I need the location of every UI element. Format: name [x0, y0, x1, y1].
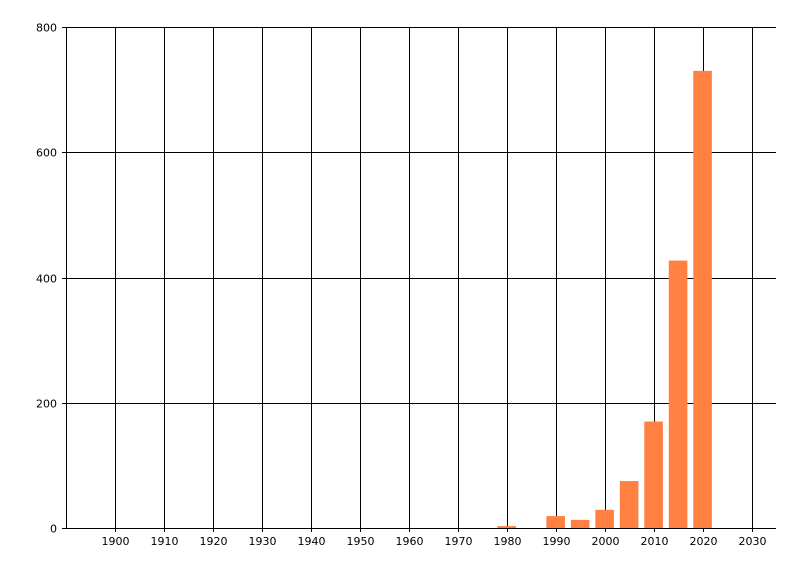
x-tick-label: 1970 [445, 535, 473, 548]
y-tick-label: 400 [36, 273, 57, 286]
x-tick-label: 2010 [641, 535, 669, 548]
bar [546, 516, 565, 528]
x-tick-label: 1990 [543, 535, 571, 548]
bar [497, 526, 516, 528]
y-tick-label: 200 [36, 398, 57, 411]
x-tick-label: 2030 [739, 535, 767, 548]
x-tick-label: 1950 [347, 535, 375, 548]
bar [570, 519, 590, 528]
axes [66, 27, 776, 529]
x-tick-label: 1930 [249, 535, 277, 548]
x-tick-label: 1910 [151, 535, 179, 548]
x-tick-label: 1920 [200, 535, 228, 548]
bar [619, 481, 639, 528]
x-tick-label: 1940 [298, 535, 326, 548]
x-tick-label: 2000 [592, 535, 620, 548]
x-tick-label: 1980 [494, 535, 522, 548]
x-tick-label: 1960 [396, 535, 424, 548]
bar [693, 70, 712, 529]
x-tick-label: 1900 [102, 535, 130, 548]
y-tick-label: 600 [36, 147, 57, 160]
y-tick-label: 0 [50, 523, 57, 536]
bar [668, 260, 688, 528]
tick-labels: 1900 1910 1920 1930 1940 1950 1960 1970 1980 1990… [36, 22, 767, 549]
x-tick-label: 2020 [690, 535, 718, 548]
bar [595, 509, 614, 528]
bars [497, 70, 712, 529]
bar [644, 421, 663, 528]
y-tick-label: 800 [36, 22, 57, 35]
